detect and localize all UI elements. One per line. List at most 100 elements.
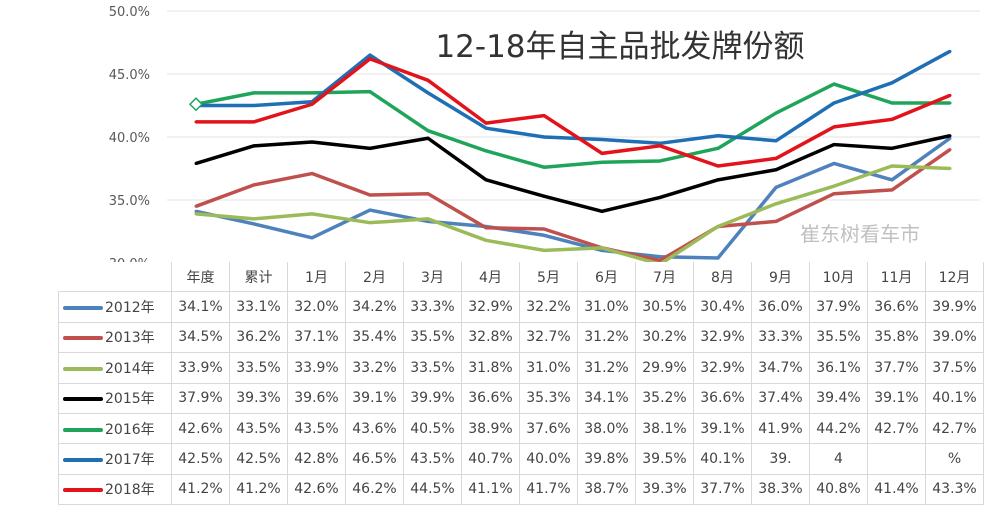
data-label: 33.1% bbox=[229, 291, 288, 323]
data-label: 39.8% bbox=[577, 443, 636, 475]
data-point bbox=[774, 219, 778, 223]
legend-swatch bbox=[63, 458, 103, 463]
data-label: 35.4% bbox=[345, 321, 404, 354]
data-point bbox=[542, 135, 546, 139]
data-point bbox=[948, 148, 952, 152]
legend-entry: 2013年 bbox=[58, 321, 172, 354]
data-label: 39.3% bbox=[229, 382, 288, 414]
data-label: 32.8% bbox=[461, 321, 520, 354]
y-tick-label: 50.0% bbox=[109, 5, 150, 20]
data-label: 41.9% bbox=[751, 412, 810, 445]
x-category-label: 10月 bbox=[809, 262, 868, 293]
y-tick-label: 30.0% bbox=[109, 257, 150, 262]
data-point bbox=[252, 104, 256, 107]
data-label: 39.6% bbox=[287, 382, 346, 414]
data-label: 42.5% bbox=[229, 443, 288, 475]
data-label: 31.0% bbox=[577, 291, 636, 323]
data-label: 34.2% bbox=[345, 291, 404, 323]
data-label: 42.6% bbox=[287, 473, 346, 505]
data-point bbox=[832, 143, 836, 147]
chart-title: 12-18年自主品批发牌份额 bbox=[435, 29, 804, 65]
data-label: 38.9% bbox=[461, 412, 520, 445]
data-table: 年度 累计 1月 2月 3月 4月 5月 6月 7月 8月 9月 10月 11月 12月 2012年 34.1… bbox=[58, 262, 984, 505]
data-label: 35.5% bbox=[809, 321, 868, 354]
data-point bbox=[252, 222, 256, 226]
data-point bbox=[252, 144, 256, 148]
data-label: 34.5% bbox=[171, 321, 230, 354]
data-point bbox=[426, 78, 430, 82]
series-line-2014年 bbox=[195, 164, 951, 262]
data-point bbox=[948, 167, 952, 170]
table-row: 2013年 34.5% 36.2% 37.1% 35.4% 35.5% 32.8% 32.7%… bbox=[58, 321, 984, 354]
data-label: 39.1% bbox=[867, 382, 926, 414]
data-label: 42.8% bbox=[287, 443, 346, 475]
data-point bbox=[368, 193, 372, 197]
data-label: 36.6% bbox=[461, 382, 520, 414]
data-label: 43.6% bbox=[345, 412, 404, 445]
data-point bbox=[368, 57, 372, 61]
data-label: 46.2% bbox=[345, 473, 404, 505]
data-label: 29.9% bbox=[635, 352, 694, 384]
data-point bbox=[600, 160, 604, 164]
data-label: 42.7% bbox=[925, 412, 984, 445]
data-label: 35.2% bbox=[635, 382, 694, 414]
data-point bbox=[658, 144, 662, 148]
data-point bbox=[948, 134, 952, 138]
data-label: 33.3% bbox=[751, 321, 810, 354]
data-label: 4 bbox=[809, 443, 868, 475]
data-point bbox=[948, 101, 952, 105]
data-point bbox=[194, 204, 198, 208]
data-point bbox=[426, 129, 430, 133]
data-point bbox=[716, 146, 720, 150]
data-label: 39.1% bbox=[345, 382, 404, 414]
data-point bbox=[484, 126, 488, 130]
legend-entry: 2014年 bbox=[58, 352, 172, 384]
line-chart: 30.0% 35.0% 40.0% 45.0% 50.0% 12-18年自主品批发牌份额 bbox=[109, 5, 980, 262]
data-label: 32.0% bbox=[287, 291, 346, 323]
data-label: 31.0% bbox=[519, 352, 578, 384]
x-category-label: 8月 bbox=[693, 262, 752, 293]
data-point bbox=[310, 236, 314, 240]
data-point bbox=[484, 121, 488, 125]
data-label: 31.2% bbox=[577, 321, 636, 354]
data-label: 41.1% bbox=[461, 473, 520, 505]
data-point bbox=[716, 224, 720, 228]
data-point bbox=[890, 188, 894, 192]
data-label: 40.5% bbox=[403, 412, 462, 445]
data-point bbox=[368, 53, 372, 57]
header-corner bbox=[58, 262, 172, 292]
data-point bbox=[310, 102, 314, 106]
legend-swatch bbox=[63, 397, 103, 402]
data-point bbox=[368, 146, 372, 150]
data-point bbox=[484, 178, 488, 182]
data-label: 33.5% bbox=[403, 352, 462, 384]
data-point bbox=[542, 248, 546, 252]
data-point bbox=[658, 141, 662, 145]
data-label: 42.5% bbox=[171, 443, 230, 475]
data-point bbox=[600, 209, 604, 213]
data-label: 37.5% bbox=[925, 352, 984, 384]
data-label: 32.9% bbox=[693, 321, 752, 354]
data-point bbox=[716, 178, 720, 182]
data-label: 39.9% bbox=[403, 382, 462, 414]
data-point bbox=[484, 238, 488, 242]
data-label: 38.7% bbox=[577, 473, 636, 505]
table-row: 2014年 33.9% 33.5% 33.9% 33.2% 33.5% 31.8% 31.0%… bbox=[58, 352, 984, 384]
data-point bbox=[832, 101, 836, 105]
data-label: 40.8% bbox=[809, 473, 868, 505]
data-point bbox=[658, 195, 662, 199]
data-label: 34.1% bbox=[171, 291, 230, 323]
legend-label: 2015年 bbox=[105, 391, 155, 408]
selected-point-marker bbox=[188, 97, 204, 112]
data-label: 37.4% bbox=[751, 382, 810, 414]
data-point bbox=[542, 227, 546, 231]
data-point bbox=[252, 91, 256, 95]
data-label: 39.9% bbox=[925, 291, 984, 323]
data-label: 36.6% bbox=[867, 291, 926, 323]
data-label: 35.8% bbox=[867, 321, 926, 354]
data-label: 42.7% bbox=[867, 412, 926, 445]
data-point bbox=[832, 184, 836, 188]
data-label: 41.7% bbox=[519, 473, 578, 505]
data-point bbox=[600, 151, 604, 155]
x-category-label: 11月 bbox=[867, 262, 926, 293]
